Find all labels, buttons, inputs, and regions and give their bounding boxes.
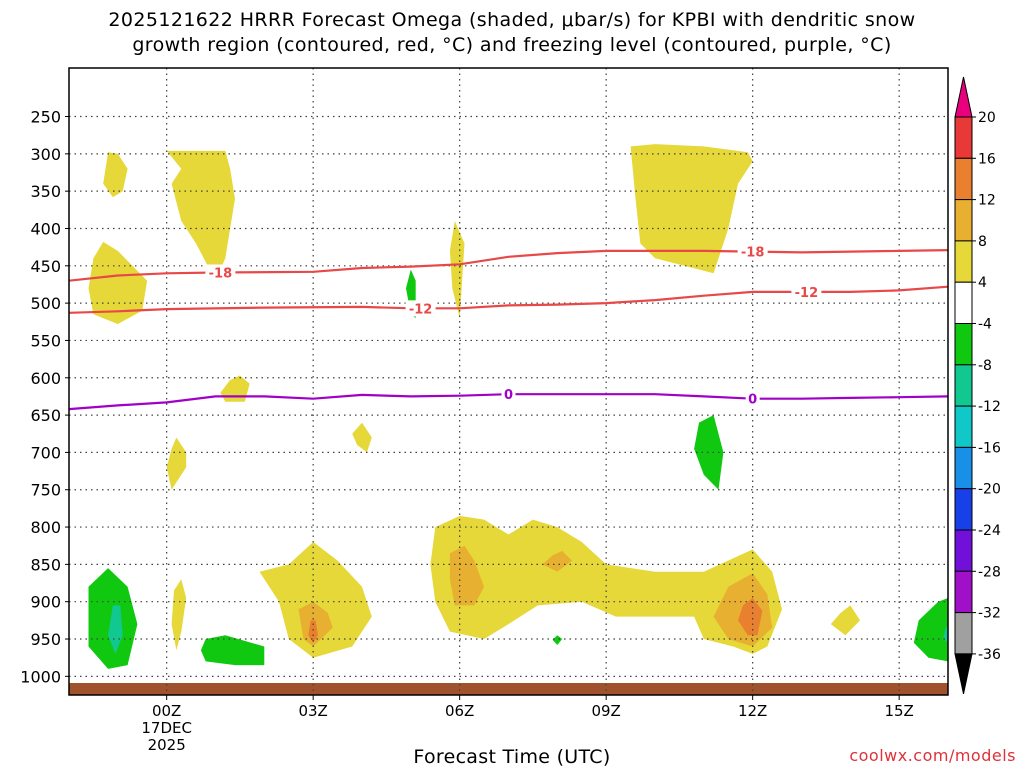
colorbar-label: 20: [978, 110, 996, 126]
x-tick-label: 03Z: [298, 702, 327, 720]
colorbar-swatch: [954, 612, 973, 655]
omega-region-4: [103, 152, 128, 198]
y-tick-label: 400: [30, 219, 61, 238]
colorbar-label: 12: [978, 193, 996, 209]
source-credit: coolwx.com/models: [849, 746, 1016, 765]
y-tick-label: 500: [30, 294, 61, 313]
ground-band: [69, 683, 948, 695]
omega-region-8: [449, 545, 485, 606]
chart-title-line1: 2025121622 HRRR Forecast Omega (shaded, …: [108, 9, 916, 31]
omega-region-4: [166, 437, 187, 490]
y-tick-label: 450: [30, 257, 61, 276]
omega-region-4: [352, 422, 372, 453]
contour-label: -12: [795, 286, 819, 301]
contour-label: -18: [209, 266, 233, 281]
contour-label-bg: [405, 300, 436, 317]
x-axis-title: Forecast Time (UTC): [413, 746, 611, 768]
x-tick-date: 17DEC: [141, 719, 192, 737]
contour-label-bg: [737, 243, 768, 260]
contour-label-bg: [745, 390, 760, 407]
colorbar-swatch: [954, 488, 973, 531]
y-tick-label: 650: [30, 406, 61, 425]
colorbar-swatch: [954, 529, 973, 572]
contour-label-bg: [501, 386, 516, 403]
omega-region--4: [552, 635, 563, 645]
colorbar-bottom-arrow: [954, 653, 973, 695]
omega-region--4: [694, 415, 724, 490]
x-tick-label: 15Z: [884, 702, 913, 720]
omega-region-4: [259, 542, 372, 658]
colorbar-label: 4: [978, 275, 987, 291]
y-tick-label: 300: [30, 145, 61, 164]
colorbar-label: -32: [978, 606, 1001, 622]
omega-region-4: [830, 605, 861, 636]
colorbar-swatch: [954, 323, 973, 366]
colorbar-label: -28: [978, 564, 1001, 580]
omega-region-4: [220, 375, 250, 402]
omega-region-4: [630, 144, 753, 274]
colorbar-swatch: [954, 157, 973, 201]
y-tick-label: 900: [30, 593, 61, 612]
omega-region-4: [171, 579, 187, 651]
y-tick-label: 750: [30, 481, 61, 500]
colorbar-swatch: [954, 364, 973, 407]
omega-region--4: [913, 598, 948, 662]
colorbar-top-arrow: [954, 76, 973, 118]
omega-region--4: [200, 635, 265, 666]
contour-label: -12: [409, 302, 433, 317]
colorbar-swatch: [954, 281, 973, 325]
omega-region-4: [449, 221, 465, 319]
colorbar-swatch: [954, 199, 973, 242]
colorbar-swatch: [954, 405, 973, 448]
y-tick-label: 800: [30, 518, 61, 537]
colorbar-label: 8: [978, 234, 987, 250]
colorbar-label: 16: [978, 151, 996, 167]
y-tick-label: 700: [30, 443, 61, 462]
contour-line: [69, 249, 948, 282]
x-tick-year: 2025: [148, 736, 186, 754]
y-tick-label: 250: [30, 108, 61, 127]
colorbar-label: -16: [978, 440, 1001, 456]
contour-label-bg: [791, 283, 822, 300]
colorbar-label: -24: [978, 523, 1001, 539]
omega-region-4: [430, 515, 782, 654]
x-tick-label: 09Z: [591, 702, 620, 720]
plot-frame: [68, 67, 949, 696]
y-tick-label: 950: [30, 630, 61, 649]
omega-region-8: [542, 550, 572, 572]
omega-region-12: [308, 620, 318, 643]
colorbar-swatch: [954, 116, 973, 159]
omega-region--8: [108, 605, 123, 654]
colorbar-label: -20: [978, 482, 1001, 498]
colorbar-label: -4: [978, 317, 992, 333]
y-tick-label: 1000: [20, 667, 61, 686]
contour-label: 0: [504, 388, 513, 403]
colorbar-label: -8: [978, 358, 992, 374]
omega-region-4: [166, 150, 235, 281]
y-tick-label: 600: [30, 369, 61, 388]
contour-label-bg: [205, 264, 236, 281]
colorbar-swatch: [954, 446, 973, 490]
y-tick-label: 550: [30, 331, 61, 350]
y-tick-label: 350: [30, 182, 61, 201]
x-tick-label: 06Z: [445, 702, 474, 720]
y-tick-label: 850: [30, 555, 61, 574]
omega-region-12: [738, 598, 763, 636]
colorbar-label: -12: [978, 399, 1001, 415]
colorbar-swatch: [954, 570, 973, 614]
x-tick-label: 00Z: [152, 702, 181, 720]
colorbar-swatch: [954, 240, 973, 283]
chart-title-line2: growth region (contoured, red, °C) and f…: [132, 34, 892, 56]
x-tick-label: 12Z: [738, 702, 767, 720]
colorbar-label: -36: [978, 647, 1001, 663]
contour-label: -18: [741, 246, 765, 261]
contour-label: 0: [748, 393, 757, 408]
